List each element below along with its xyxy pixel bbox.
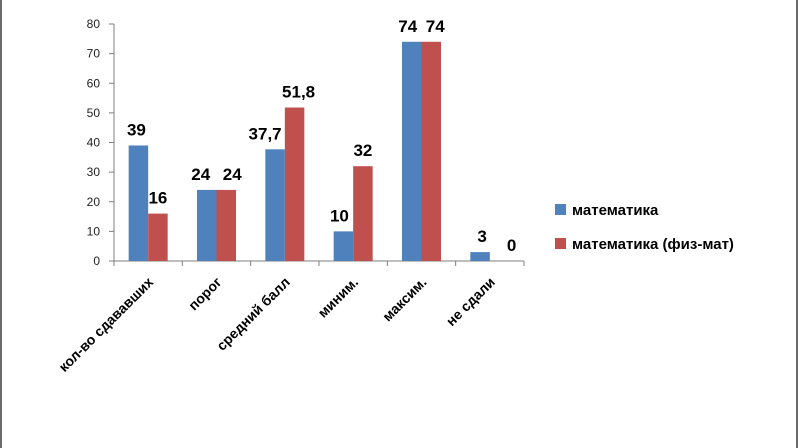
legend-swatch [555,238,566,249]
category-label: кол-во сдававших [55,274,156,375]
category-label: миним. [314,274,361,321]
category-label: порог [185,274,225,314]
data-label: 37,7 [249,124,282,143]
bar-math [470,252,490,261]
bar-math [197,189,217,261]
data-label: 39 [127,120,146,139]
bar-math-physmat [421,41,441,262]
bar-math-physmat [148,213,168,261]
y-tick-label: 10 [87,224,101,238]
data-label: 24 [223,165,242,184]
legend: математика математика (физ-мат) [555,202,734,253]
data-label: 16 [148,189,167,208]
bar-math-physmat [353,166,373,261]
y-tick-label: 0 [93,254,100,268]
bar-math-physmat [216,189,236,261]
category-label: средний балл [213,274,293,354]
legend-swatch [555,204,566,215]
data-label: 74 [426,17,445,36]
bar-math [333,231,354,261]
y-tick-label: 50 [87,106,101,120]
data-label: 32 [353,141,372,160]
bar-math [128,145,149,261]
bars [128,41,490,262]
data-label: 0 [507,236,516,255]
category-label: максим. [379,274,430,325]
bar-math [265,149,285,261]
y-tick-label: 30 [87,165,101,179]
bar-math-physmat [284,107,305,261]
data-label: 24 [191,165,210,184]
data-labels: 39 24 37,7 10 74 3 16 24 51,8 32 74 0 [127,17,516,255]
data-label: 3 [477,227,486,246]
legend-label: математика (физ-мат) [572,236,734,253]
data-label: 10 [330,206,349,225]
y-tick-label: 60 [87,76,101,90]
y-tick-label: 20 [87,195,101,209]
data-label: 74 [398,17,417,36]
y-tick-label: 80 [87,17,101,31]
y-tick-label: 40 [87,136,101,150]
category-label: не сдали [443,274,498,329]
bar-math [402,41,422,262]
legend-label: математика [572,202,659,219]
y-tick-label: 70 [87,47,101,61]
data-label: 51,8 [282,83,315,102]
